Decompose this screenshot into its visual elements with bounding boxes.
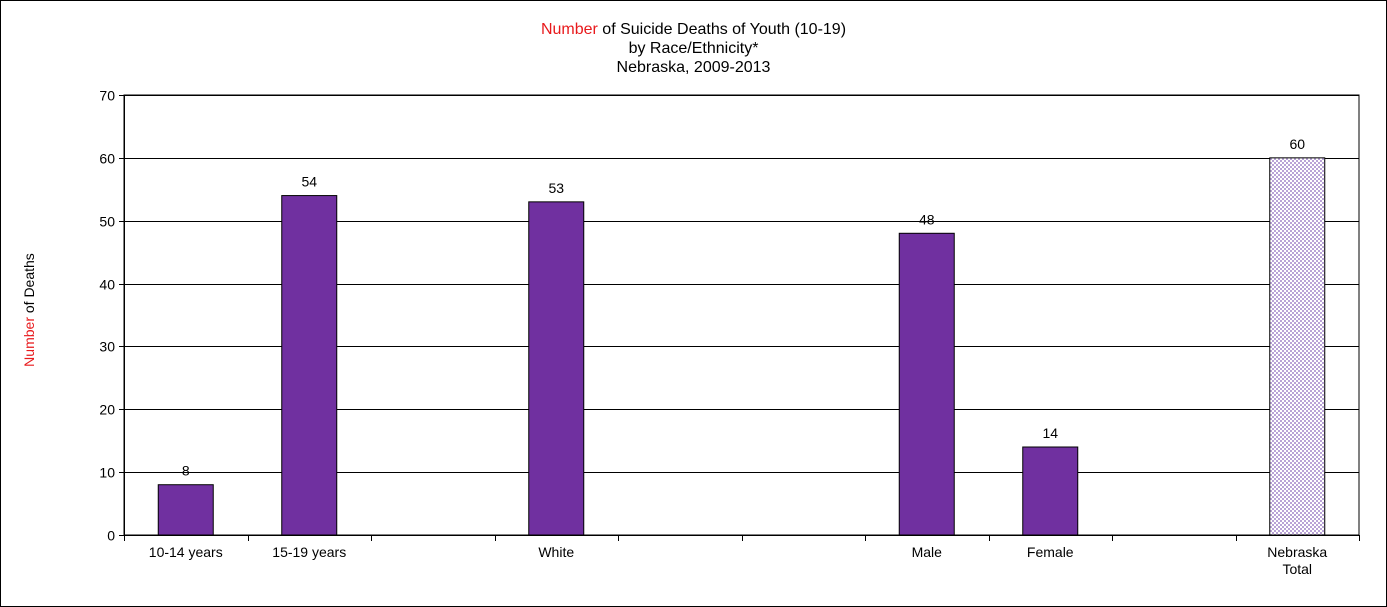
title-line-1: Number of Suicide Deaths of Youth (10-19… xyxy=(0,20,1387,39)
x-category-label: Nebraska Total xyxy=(1267,544,1327,577)
y-tick-label: 40 xyxy=(99,277,115,293)
axes: 0 10 20 30 40 50 60 70 xyxy=(99,88,1360,544)
x-category-label-line: Female xyxy=(1027,544,1074,560)
bar-value-label: 14 xyxy=(1042,425,1058,441)
x-category-label-line: Total xyxy=(1282,561,1312,577)
x-category-label: Male xyxy=(912,544,943,560)
bar xyxy=(1022,446,1079,536)
x-category-label: Female xyxy=(1027,544,1074,560)
x-category-label-line: Nebraska xyxy=(1267,544,1327,560)
bar-total xyxy=(1269,157,1326,536)
bar-value-label: 8 xyxy=(182,463,190,479)
y-tick-label: 50 xyxy=(99,214,115,230)
y-tick-label: 70 xyxy=(99,88,115,104)
y-tick-label: 0 xyxy=(107,528,115,544)
bar-value-label: 48 xyxy=(919,211,935,227)
bar xyxy=(528,201,585,536)
labels: 8 10-14 years 54 15-19 years 53 White 48 Male 14… xyxy=(149,136,1328,577)
title-highlight-word: Number xyxy=(540,21,598,38)
x-category-label-line: Male xyxy=(912,544,943,560)
bars xyxy=(157,157,1326,536)
x-category-label: 15-19 years xyxy=(272,544,346,560)
title-line-1-rest: of Suicide Deaths of Youth (10-19) xyxy=(597,21,847,38)
chart-title: Number of Suicide Deaths of Youth (10-19… xyxy=(0,20,1387,77)
title-line-3: Nebraska, 2009-2013 xyxy=(616,59,771,76)
bar xyxy=(281,195,338,536)
y-tick-label: 60 xyxy=(99,151,115,167)
x-category-label-line: 10-14 years xyxy=(149,544,223,560)
x-category-label: White xyxy=(538,544,574,560)
y-tick-label: 20 xyxy=(99,402,115,418)
y-tick-label: 30 xyxy=(99,339,115,355)
bar xyxy=(898,232,955,536)
bar-value-label: 54 xyxy=(301,174,317,190)
x-category-label-line: 15-19 years xyxy=(272,544,346,560)
x-category-label-line: White xyxy=(538,544,574,560)
bar xyxy=(157,484,214,536)
bar-value-label: 60 xyxy=(1289,136,1305,152)
bar-value-label: 53 xyxy=(548,180,564,196)
y-tick-label: 10 xyxy=(99,465,115,481)
title-line-2: by Race/Ethnicity* xyxy=(628,40,759,57)
x-category-label: 10-14 years xyxy=(149,544,223,560)
